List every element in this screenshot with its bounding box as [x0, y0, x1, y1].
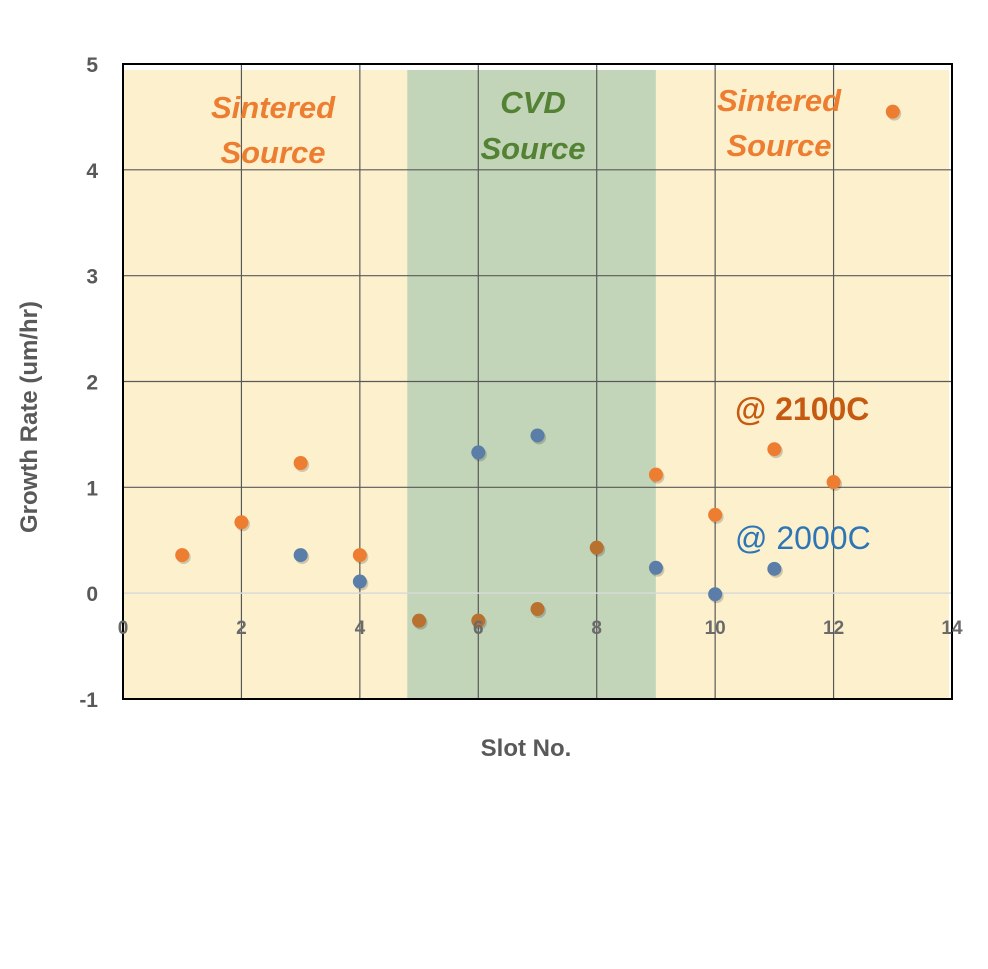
series-0-point: [589, 540, 604, 555]
y-axis-title: Growth Rate (um/hr): [16, 301, 43, 533]
series-0-point: [471, 613, 486, 628]
series-1-point: [530, 428, 545, 443]
y-tick-label: 0: [86, 583, 98, 606]
x-tick-label: 8: [591, 618, 602, 639]
y-axis-ticks: -1 0 1 2 3 4 5: [79, 54, 98, 712]
x-tick-label: 2: [236, 618, 247, 639]
series-1-point: [708, 587, 723, 602]
series-0-point: [885, 104, 900, 119]
series-0-point: [826, 475, 841, 490]
y-tick-label: 1: [86, 477, 98, 500]
series-label-1: @ 2000C: [735, 520, 871, 556]
region-label-line2: Source: [480, 131, 585, 166]
series-0-point: [352, 548, 367, 563]
series-0-point: [767, 442, 782, 457]
x-tick-label: 0: [118, 618, 129, 639]
x-axis-ticks: 0 2 4 6 8 10 12 14: [118, 618, 963, 639]
series-0-point: [530, 602, 545, 617]
series-1-point: [471, 445, 486, 460]
x-tick-label: 12: [823, 618, 844, 639]
region-label-line2: Source: [726, 128, 831, 163]
y-tick-label: -1: [79, 689, 98, 712]
series-label-0: @ 2100C: [735, 391, 869, 427]
y-tick-label: 5: [86, 54, 98, 77]
series-labels: @ 2100C @ 2000C: [735, 391, 871, 556]
source-region-labels: Sintered Source CVD Source Sintered Source: [211, 83, 842, 170]
region-label-line1: Sintered: [211, 90, 336, 125]
y-tick-label: 3: [86, 266, 98, 289]
data-points: [175, 104, 902, 630]
x-tick-label: 14: [941, 618, 963, 639]
region-label-line1: CVD: [500, 85, 565, 120]
y-tick-label: 4: [86, 160, 98, 183]
series-0-point: [293, 455, 308, 470]
series-1-point: [352, 574, 367, 589]
x-tick-label: 4: [355, 618, 366, 639]
series-1-point: [648, 560, 663, 575]
series-1-point: [293, 548, 308, 563]
plot-border: [122, 63, 953, 700]
plot-frame: [122, 63, 953, 700]
x-tick-label: 10: [705, 618, 726, 639]
region-label-line1: Sintered: [717, 83, 842, 118]
series-0-point: [175, 548, 190, 563]
series-0-point: [648, 467, 663, 482]
x-tick-label: 6: [473, 618, 484, 639]
region-label-line2: Source: [220, 135, 325, 170]
series-1-point: [767, 561, 782, 576]
series-0-point: [412, 613, 427, 628]
series-0-point: [708, 507, 723, 522]
x-axis-title: Slot No.: [481, 735, 572, 762]
y-tick-label: 2: [86, 372, 98, 395]
series-0-point: [234, 515, 249, 530]
region-band-2: [655, 70, 950, 698]
